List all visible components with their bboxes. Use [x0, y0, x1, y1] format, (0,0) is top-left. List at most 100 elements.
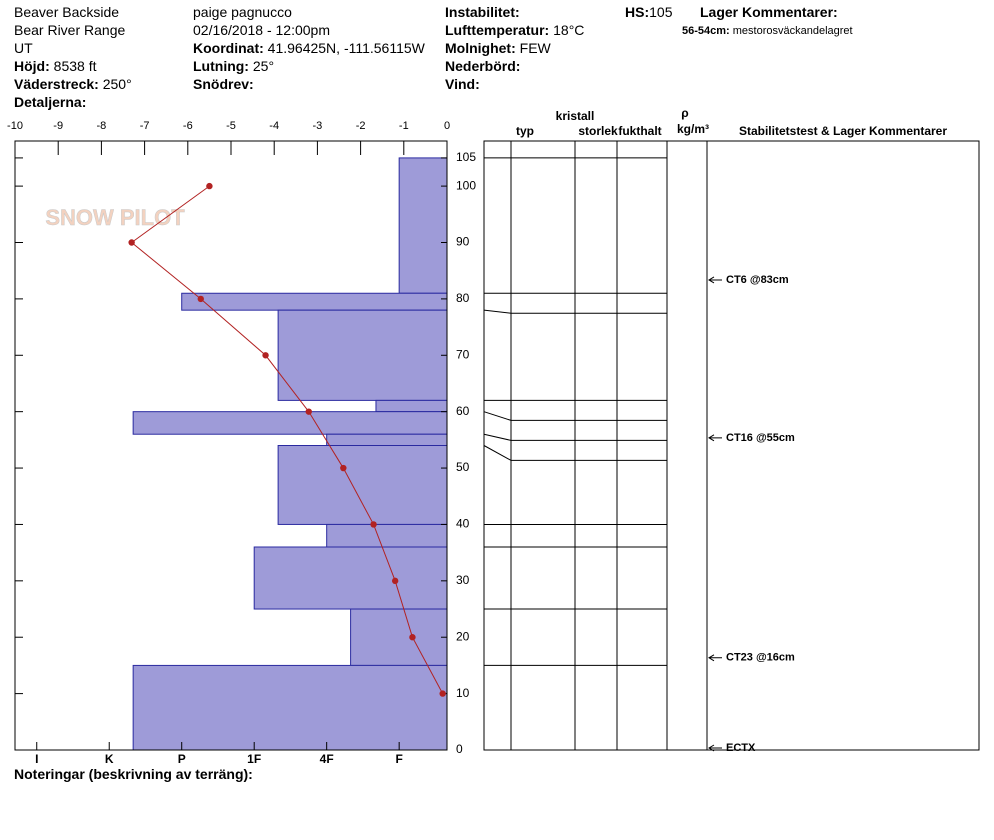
- depth-tick-label: 30: [456, 573, 470, 587]
- test-label: ECTX: [726, 742, 756, 754]
- depth-tick-label: 50: [456, 460, 470, 474]
- table-header: ρ: [681, 106, 688, 120]
- temp-tick-label: -2: [356, 120, 366, 132]
- hardness-bar: [398, 157, 448, 294]
- wind-loading-label: Snödrev:: [193, 76, 254, 92]
- range: Bear River Range: [14, 22, 126, 38]
- hardness-bar: [181, 292, 448, 311]
- precip-label: Nederbörd:: [445, 58, 521, 74]
- air-temp: Lufttemperatur: 18°C: [445, 21, 584, 39]
- value: 105: [649, 4, 673, 20]
- layer-comments-title: Lager Kommentarer:: [700, 4, 838, 20]
- hardness-bar: [277, 309, 448, 401]
- hardness-bar: [253, 546, 448, 610]
- notes-label: Noteringar (beskrivning av terräng):: [14, 766, 253, 782]
- value: 250°: [102, 76, 132, 92]
- hardness-tick-label: I: [35, 752, 38, 766]
- value: 25°: [252, 58, 275, 74]
- wind-label: Vind:: [445, 76, 480, 92]
- value: 41.96425N, -111.56115W: [267, 40, 425, 56]
- temp-tick-label: 0: [444, 120, 450, 132]
- aspect: Väderstreck: 250°: [14, 75, 132, 93]
- temperature-point: [340, 464, 347, 472]
- hardness-bar: [277, 445, 448, 525]
- instability-label: Instabilitet:: [445, 4, 520, 20]
- temp-tick-label: -5: [226, 120, 236, 132]
- hardness-bar: [375, 399, 448, 413]
- temp-tick-label: -10: [7, 120, 23, 132]
- hardness-bar: [132, 411, 448, 435]
- table-header: fukthalt: [618, 124, 661, 138]
- table-header: storlek: [578, 124, 618, 138]
- hardness-bar: [326, 433, 448, 447]
- test-arrow: [708, 434, 722, 442]
- temperature-point: [409, 634, 416, 641]
- test-arrow: [708, 276, 722, 284]
- value: 18°C: [553, 22, 585, 38]
- hardness-bar: [326, 523, 448, 548]
- value: 8538 ft: [53, 58, 97, 74]
- table-header: Stabilitetstest & Lager Kommentarer: [739, 124, 947, 138]
- temperature-point: [206, 182, 213, 190]
- depth-tick-label: 0: [456, 742, 463, 756]
- sky: Molnighet: FEW: [445, 39, 551, 57]
- label: HS:: [625, 4, 650, 20]
- temp-tick-label: -3: [313, 120, 323, 132]
- temperature-point: [262, 352, 269, 359]
- temp-tick-label: -9: [53, 120, 63, 132]
- logo: SNOW PILOT: [45, 205, 185, 230]
- depth-tick-label: 20: [456, 629, 470, 643]
- label: Molnighet:: [445, 40, 516, 56]
- layer-boundary: [483, 309, 667, 314]
- label: Väderstreck:: [14, 76, 99, 92]
- test-arrow: [708, 744, 722, 752]
- temperature-point: [439, 690, 446, 697]
- label: Koordinat:: [193, 40, 264, 56]
- temp-tick-label: -7: [140, 120, 150, 132]
- test-label: CT23 @16cm: [726, 652, 795, 664]
- table-header: typ: [516, 124, 534, 138]
- layer-boundary: [483, 445, 667, 461]
- depth-tick-label: 80: [456, 291, 470, 305]
- datetime: 02/16/2018 - 12:00pm: [193, 22, 330, 38]
- temp-tick-label: -1: [399, 120, 409, 132]
- layer-comment: 56-54cm: mestorosväckandelagret: [682, 22, 853, 40]
- temp-tick-label: -4: [269, 120, 279, 132]
- hardness-tick-label: 4F: [320, 752, 334, 766]
- layer-boundary: [483, 411, 667, 421]
- hardness-bar: [350, 608, 448, 666]
- temperature-point: [128, 239, 135, 246]
- coord: Koordinat: 41.96425N, -111.56115W: [193, 39, 425, 57]
- test-label: CT16 @55cm: [726, 432, 795, 444]
- temperature-point: [305, 408, 312, 415]
- temperature-point: [197, 295, 204, 303]
- temperature-line: [130, 185, 444, 694]
- slope: Lutning: 25°: [193, 57, 274, 75]
- table-header: kg/m³: [677, 122, 709, 136]
- hardness-bar: [132, 664, 448, 751]
- layer-boundary: [483, 433, 667, 441]
- observer: paige pagnucco: [193, 4, 292, 20]
- depth-tick-label: 60: [456, 404, 470, 418]
- hardness-tick-label: 1F: [247, 752, 261, 766]
- label: Lutning:: [193, 58, 249, 74]
- text: mestorosväckandelagret: [732, 25, 853, 37]
- temperature-point: [370, 521, 377, 528]
- depth-tick-label: 70: [456, 347, 470, 361]
- hardness-tick-label: F: [395, 752, 402, 766]
- hardness-tick-label: K: [105, 752, 114, 766]
- elevation: Höjd: 8538 ft: [14, 57, 96, 75]
- depth-tick-label: 105: [456, 150, 476, 164]
- temperature-point: [391, 577, 399, 585]
- depth-tick-label: 40: [456, 517, 470, 531]
- location-name: Beaver Backside: [14, 4, 120, 20]
- depth-tick-label: 90: [456, 235, 470, 249]
- test-arrow: [708, 654, 722, 662]
- temp-tick-label: -8: [97, 120, 107, 132]
- table-header: kristall: [556, 109, 595, 123]
- depth-tick-label: 100: [456, 178, 476, 192]
- hs: HS:105: [625, 3, 672, 21]
- label: Lufttemperatur:: [445, 22, 550, 38]
